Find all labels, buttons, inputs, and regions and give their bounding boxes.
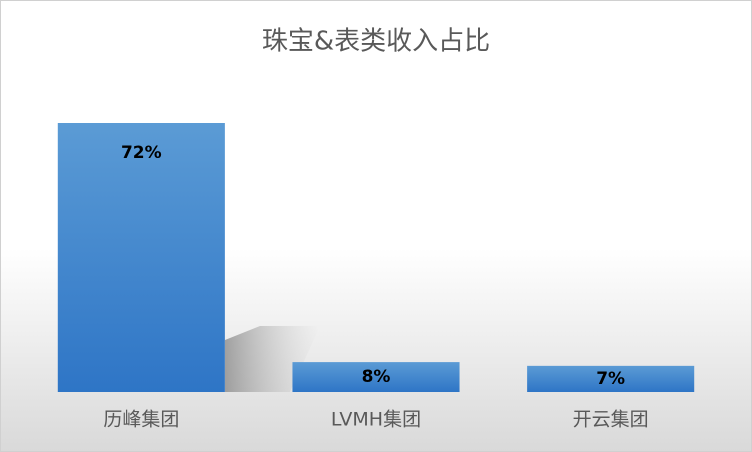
x-tick-label: LVMH集团 bbox=[331, 409, 421, 431]
x-tick-label: 历峰集团 bbox=[103, 409, 179, 431]
value-label: 7% bbox=[596, 369, 625, 389]
value-label: 8% bbox=[362, 367, 391, 387]
bar bbox=[57, 123, 225, 392]
bar bbox=[292, 362, 460, 392]
x-tick-label: 开云集团 bbox=[573, 409, 649, 431]
value-label: 72% bbox=[121, 143, 162, 163]
bar bbox=[527, 365, 695, 392]
chart-title: 珠宝&表类收入占比 bbox=[262, 27, 490, 57]
